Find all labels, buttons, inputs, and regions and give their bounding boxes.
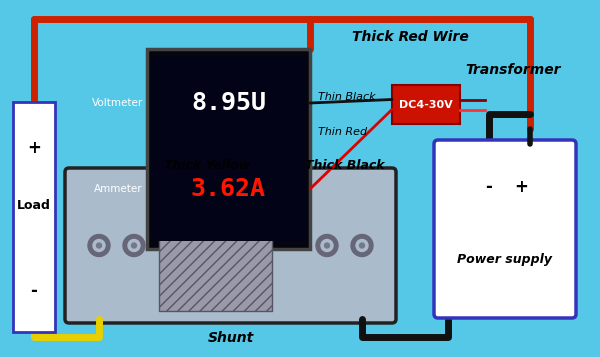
Text: 8.95U: 8.95U (191, 91, 266, 115)
Circle shape (321, 240, 333, 251)
Text: Thin Black: Thin Black (318, 92, 376, 102)
Text: DC4-30V: DC4-30V (399, 100, 453, 110)
Text: Transformer: Transformer (465, 63, 560, 77)
Text: Thick Yellow: Thick Yellow (164, 159, 250, 172)
Circle shape (325, 243, 329, 248)
Bar (160, 180, 272, 311)
Text: Ammeter: Ammeter (94, 184, 143, 194)
Circle shape (131, 243, 137, 248)
Text: 3.62A: 3.62A (191, 177, 266, 201)
Text: +: + (514, 177, 528, 196)
Circle shape (356, 240, 368, 251)
Text: -: - (485, 177, 493, 196)
Text: +: + (27, 139, 41, 157)
Circle shape (128, 240, 140, 251)
FancyBboxPatch shape (434, 140, 576, 318)
Text: Power supply: Power supply (457, 253, 553, 266)
FancyBboxPatch shape (65, 168, 396, 323)
Bar (152, 57, 305, 241)
Circle shape (351, 235, 373, 256)
Text: Thick Red Wire: Thick Red Wire (352, 30, 469, 44)
Text: Voltmeter: Voltmeter (92, 98, 143, 108)
Text: Shunt: Shunt (208, 331, 254, 345)
Bar (147, 49, 310, 249)
Circle shape (88, 235, 110, 256)
Text: Thick Black: Thick Black (305, 159, 385, 172)
Bar (13, 102, 55, 332)
Bar (392, 85, 460, 124)
Circle shape (123, 235, 145, 256)
Text: Load: Load (17, 199, 51, 212)
Circle shape (316, 235, 338, 256)
Text: -: - (31, 282, 37, 300)
Circle shape (93, 240, 105, 251)
Text: Thin Red: Thin Red (318, 127, 367, 137)
Circle shape (97, 243, 101, 248)
Circle shape (359, 243, 364, 248)
